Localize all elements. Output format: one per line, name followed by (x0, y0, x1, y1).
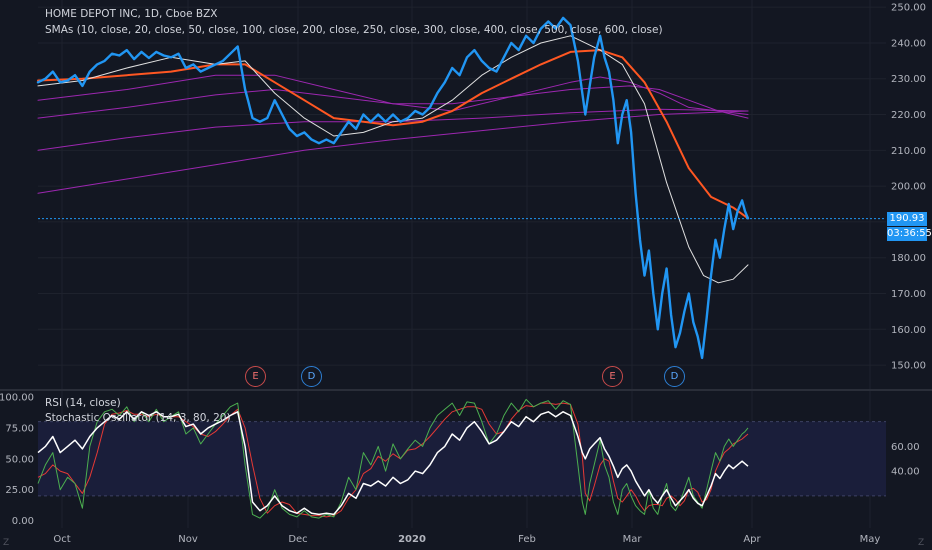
stoch-legend[interactable]: Stochastic Oscillator (14, 3, 80, 20) (45, 412, 231, 424)
time-axis[interactable]: Oct Nov Dec 2020 Feb Mar Apr May (53, 534, 880, 545)
price-tick-label: 220.00 (891, 110, 926, 121)
price-tick-label: 180.00 (891, 253, 926, 264)
indicator-left-tick-label: 25.00 (5, 485, 34, 496)
time-tick-label: Nov (178, 534, 198, 545)
time-tick-label: Dec (288, 534, 307, 545)
indicator-left-tick-label: 50.00 (5, 454, 34, 465)
indicator-right-tick-label: 40.00 (891, 467, 920, 478)
indicator-series-group (37, 398, 749, 519)
time-tick-label: May (860, 534, 881, 545)
indicator-right-tick-label: 60.00 (891, 442, 920, 453)
price-tick-label: 230.00 (891, 74, 926, 85)
time-tick-label: Apr (743, 534, 761, 545)
series-sma-10-line[interactable] (37, 35, 749, 284)
earnings-event-marker[interactable]: E (602, 366, 623, 387)
series-close-line[interactable] (36, 16, 750, 360)
time-tick-label: Mar (623, 534, 643, 545)
price-series-group (36, 16, 750, 360)
indicator-axis[interactable]: 0.00 25.00 50.00 75.00 100.00 40.00 60.00 (0, 392, 920, 527)
sma-legend[interactable]: SMAs (10, close, 20, close, 50, close, 1… (45, 24, 663, 36)
series-rsi-line[interactable] (37, 411, 749, 516)
series-d-line[interactable] (37, 402, 749, 518)
stoch-band-fill (38, 421, 886, 496)
price-tick-label: 150.00 (891, 361, 926, 372)
price-tick-label: 200.00 (891, 182, 926, 193)
indicator-left-tick-label: 75.00 (5, 423, 34, 434)
price-tick-label: 240.00 (891, 38, 926, 49)
countdown-tag: 03:36:55 (887, 226, 932, 241)
earnings-event-marker[interactable]: E (245, 366, 266, 387)
time-tick-label: Oct (53, 534, 70, 545)
zoom-icon-right[interactable]: Z (918, 538, 925, 548)
price-gridlines (38, 6, 886, 366)
chart-title[interactable]: HOME DEPOT INC, 1D, Cboe BZX (45, 8, 218, 20)
last-price-tag: 190.93 (887, 211, 927, 226)
time-tick-label: 2020 (398, 534, 426, 545)
indicator-left-tick-label: 0.00 (12, 516, 34, 527)
series-k-line[interactable] (37, 398, 749, 519)
time-tick-label: Feb (518, 534, 536, 545)
price-tick-label: 210.00 (891, 146, 926, 157)
price-tick-label: 160.00 (891, 325, 926, 336)
series-sma-100-line[interactable] (37, 85, 749, 119)
series-sma-50-line[interactable] (37, 74, 749, 115)
stoch-band-group (38, 421, 886, 497)
dividend-event-marker[interactable]: D (664, 366, 685, 387)
dividend-event-marker[interactable]: D (301, 366, 322, 387)
indicator-left-tick-label: 100.00 (0, 392, 34, 403)
price-tick-label: 170.00 (891, 289, 926, 300)
zoom-icon-left[interactable]: Z (3, 538, 10, 548)
price-tick-label: 250.00 (891, 3, 926, 14)
rsi-legend[interactable]: RSI (14, close) (45, 397, 121, 409)
